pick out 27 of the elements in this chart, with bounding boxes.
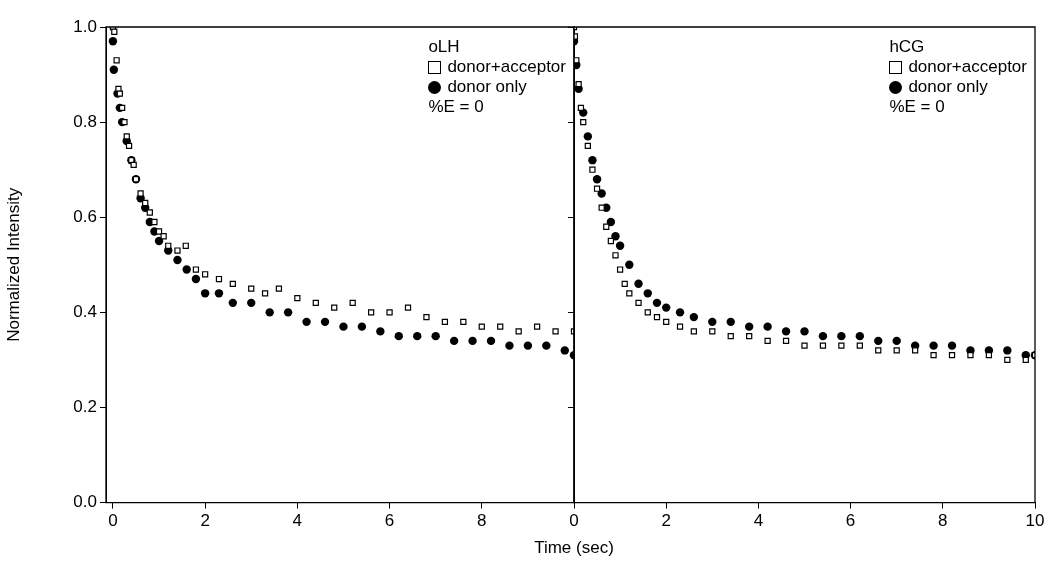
y-axis-title: Normalized Intensity	[3, 187, 23, 342]
legend-label: donor+acceptor	[447, 57, 566, 77]
x-tick-label: 0	[569, 511, 579, 531]
x-axis-title: Time (sec)	[533, 538, 615, 558]
x-tick-label: 8	[938, 511, 948, 531]
legend-title: hCG	[889, 37, 926, 57]
annotation: %E = 0	[889, 97, 946, 117]
y-tick-label: 0.0	[73, 492, 97, 512]
y-tick-label: 1.0	[73, 16, 97, 36]
annotation: %E = 0	[428, 97, 485, 117]
y-tick-label: 0.6	[73, 206, 97, 226]
x-tick-label: 4	[292, 511, 303, 531]
x-tick-label: 6	[845, 511, 856, 531]
y-tick-label: 0.2	[73, 397, 97, 417]
x-tick-label: 6	[384, 511, 395, 531]
x-tick-label: 2	[661, 511, 671, 531]
x-tick-label: 10	[1025, 511, 1045, 531]
y-tick-label: 0.4	[73, 302, 97, 322]
x-tick-label: 4	[753, 511, 764, 531]
x-tick-label: 2	[200, 511, 210, 531]
legend-label: donor+acceptor	[908, 57, 1027, 77]
legend-label: donor only	[908, 77, 988, 97]
x-tick-label: 8	[477, 511, 487, 531]
legend-label: donor only	[447, 77, 527, 97]
x-tick-label: 0	[108, 511, 118, 531]
y-tick-label: 0.8	[73, 111, 97, 131]
legend-title: oLH	[428, 37, 461, 57]
